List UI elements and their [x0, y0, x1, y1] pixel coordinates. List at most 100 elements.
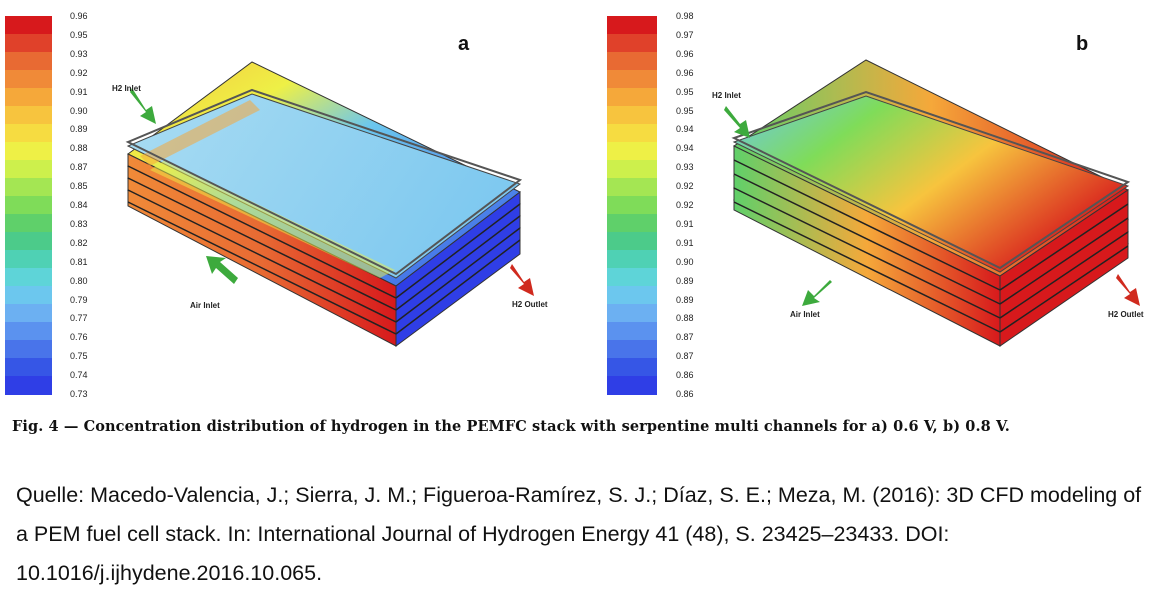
colorbar-tick-label: 0.86: [676, 389, 694, 399]
colorbar-tick-label: 0.80: [70, 275, 88, 286]
colorbar-tick-label: 0.95: [676, 86, 694, 97]
colorbar-tick-label: 0.97: [676, 29, 694, 40]
colorbar-tick-label: 0.91: [676, 237, 694, 248]
colorbar-segment: [5, 160, 52, 179]
colorbar-tick-label: 0.94: [676, 143, 694, 154]
colorbar-segment: [5, 34, 52, 53]
colorbar-tick-label: 0.92: [676, 200, 694, 210]
colorbar-segment: [607, 70, 657, 89]
figure-panel-b: 0.98 0.97 0.96 0.96 0.95 0.95 0.94 0.94 0.93 0.92…: [600, 0, 1172, 405]
panel-letter-b: b: [1076, 33, 1089, 55]
colorbar-segment: [607, 304, 657, 323]
stack-layers-b: [731, 59, 1131, 347]
colorbar-tick-label: 0.91: [70, 86, 88, 97]
colorbar-segment: [5, 304, 52, 323]
colorbar-tick-label: 0.73: [70, 389, 88, 399]
colorbar-segment: [5, 106, 52, 125]
h2-outlet-label-a: H2 Outlet: [512, 300, 548, 309]
colorbar-tick-label: 0.94: [676, 124, 694, 135]
colorbar-segment: [5, 142, 52, 161]
h2-outlet-arrow-a: [510, 264, 534, 296]
h2-outlet-arrow-b: [1116, 274, 1140, 306]
colorbar-tick-label: 0.89: [70, 124, 88, 135]
colorbar-segment: [5, 52, 52, 71]
colorbar-tick-label: 0.88: [70, 143, 88, 154]
colorbar-segment: [5, 70, 52, 89]
colorbar-tick-label: 0.81: [70, 256, 88, 267]
colorbar-tick-label: 0.82: [70, 237, 88, 248]
colorbar-segment: [607, 124, 657, 143]
colorbar-tick-label: 0.89: [676, 294, 694, 305]
colorbar-tick-label: 0.87: [676, 351, 694, 362]
colorbar-segment: [607, 196, 657, 215]
colorbar-segment: [5, 376, 52, 395]
colorbar-segment: [5, 340, 52, 359]
colorbar-segment: [607, 322, 657, 341]
colorbar-a: [5, 16, 52, 395]
colorbar-segment: [607, 52, 657, 71]
colorbar-tick-label: 0.96: [70, 11, 88, 21]
stack-layers-a: [125, 61, 523, 347]
air-inlet-label-b: Air Inlet: [790, 310, 820, 319]
colorbar-segment: [607, 232, 657, 251]
colorbar-segment: [5, 16, 52, 35]
colorbar-tick-label: 0.75: [70, 351, 88, 362]
colorbar-segment: [607, 286, 657, 305]
colorbar-segment: [607, 268, 657, 287]
h2-inlet-label-a: H2 Inlet: [112, 84, 141, 93]
colorbar-segment: [5, 88, 52, 107]
colorbar-segment: [607, 250, 657, 269]
colorbar-tick-label: 0.96: [676, 67, 694, 78]
colorbar-tick-label: 0.95: [676, 105, 694, 116]
colorbar-tick-label: 0.95: [70, 29, 88, 40]
stack-visualization-a: [125, 61, 534, 347]
colorbar-segment: [607, 142, 657, 161]
colorbar-segment: [607, 88, 657, 107]
h2-inlet-arrow-b: [724, 106, 750, 138]
colorbar-segment: [5, 268, 52, 287]
colorbar-segment: [607, 160, 657, 179]
colorbar-tick-label: 0.90: [676, 256, 694, 267]
colorbar-tick-label: 0.74: [70, 370, 88, 381]
colorbar-segment: [607, 106, 657, 125]
colorbar-tick-label: 0.98: [676, 11, 694, 21]
colorbar-tick-label: 0.93: [676, 162, 694, 173]
colorbar-b: [607, 16, 657, 395]
stack-visualization-b: [724, 59, 1140, 347]
colorbar-segment: [5, 178, 52, 197]
colorbar-tick-label: 0.87: [676, 332, 694, 343]
colorbar-tick-label: 0.83: [70, 218, 88, 229]
colorbar-tick-label: 0.96: [676, 48, 694, 59]
colorbar-tick-label: 0.89: [676, 275, 694, 286]
figure-caption: Fig. 4 — Concentration distribution of h…: [12, 418, 1010, 435]
colorbar-tick-label: 0.86: [676, 370, 694, 381]
h2-inlet-label-b: H2 Inlet: [712, 91, 741, 100]
colorbar-tick-label: 0.87: [70, 162, 88, 173]
colorbar-segment: [5, 358, 52, 377]
colorbar-segment: [607, 178, 657, 197]
colorbar-segment: [5, 250, 52, 269]
colorbar-segment: [607, 214, 657, 233]
colorbar-tick-label: 0.77: [70, 313, 88, 324]
colorbar-segment: [5, 322, 52, 341]
colorbar-tick-label: 0.92: [70, 67, 88, 78]
colorbar-segment: [607, 340, 657, 359]
colorbar-tick-label: 0.76: [70, 332, 88, 343]
colorbar-tick-label: 0.84: [70, 200, 88, 210]
colorbar-tick-label: 0.85: [70, 181, 88, 192]
colorbar-tick-label: 0.90: [70, 105, 88, 116]
colorbar-tick-label: 0.88: [676, 313, 694, 324]
colorbar-segment: [607, 16, 657, 35]
colorbar-segment: [607, 358, 657, 377]
h2-outlet-label-b: H2 Outlet: [1108, 310, 1144, 319]
colorbar-segment: [607, 34, 657, 53]
air-inlet-arrow-b: [802, 280, 832, 306]
colorbar-tick-label: 0.92: [676, 181, 694, 192]
air-inlet-label-a: Air Inlet: [190, 301, 220, 310]
colorbar-segment: [5, 286, 52, 305]
figure-panel-a: 0.96 0.95 0.93 0.92 0.91 0.90 0.89 0.88 0.87 0.85…: [0, 0, 586, 405]
colorbar-segment: [5, 124, 52, 143]
panel-letter-a: a: [458, 33, 470, 55]
source-citation: Quelle: Macedo-Valencia, J.; Sierra, J. …: [16, 483, 1142, 585]
h2-inlet-arrow-a: [130, 88, 156, 124]
